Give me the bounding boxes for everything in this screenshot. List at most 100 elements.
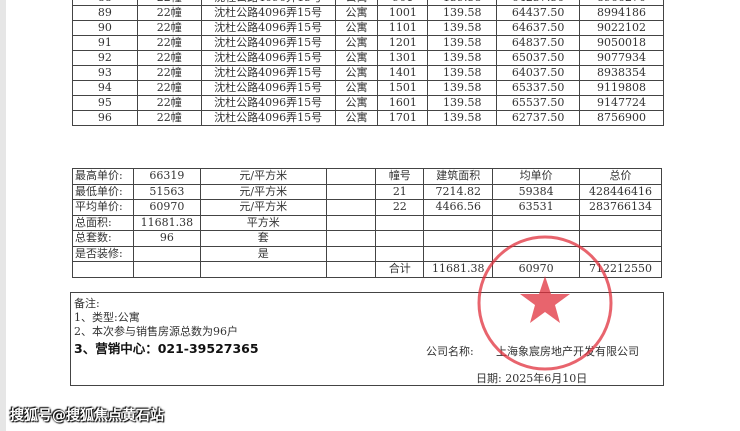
cell: 是: [199, 245, 327, 262]
cell: 22幢: [136, 95, 202, 111]
cell: 9147724: [579, 95, 664, 111]
cell: [199, 261, 327, 278]
cell: 22幢: [136, 50, 202, 66]
units-table: 8822幢沈杜公路4096弄15号公寓901139.5864237.508966…: [72, 0, 664, 126]
cell: 64637.50: [496, 20, 581, 36]
cell: 9050018: [579, 35, 664, 51]
cell: 90: [72, 20, 138, 36]
summary-table: 最高单价: 66319 元/平方米 幢号 建筑面积 均单价 总价 最低单价: 51563 元/平方…: [72, 168, 662, 278]
cell: 64437.50: [496, 5, 581, 21]
cell: 139.58: [427, 35, 498, 51]
cell: 22幢: [136, 110, 202, 126]
cell: 22幢: [136, 5, 202, 21]
cell: 64837.50: [496, 35, 581, 51]
cell: 89: [72, 5, 138, 21]
cell: [325, 214, 377, 231]
cell: 元/平方米: [199, 183, 327, 200]
cell: 公寓: [334, 20, 379, 36]
table-row: 93 22幢 沈杜公路4096弄15号 公寓 1401 139.58 64037.50 893…: [72, 65, 664, 81]
cell: 22幢: [136, 20, 202, 36]
table-row: 91 22幢 沈杜公路4096弄15号 公寓 1201 139.58 64837.50 905…: [72, 35, 664, 51]
cell: 1701: [377, 110, 429, 126]
watermark: 搜狐号@搜狐焦点黄石站: [10, 408, 164, 424]
cell: 51563: [132, 183, 201, 200]
page-edge: [0, 0, 6, 431]
cell: 沈杜公路4096弄15号: [200, 5, 336, 21]
cell: 沈杜公路4096弄15号: [200, 65, 336, 81]
cell: 公寓: [334, 110, 379, 126]
table-row: 94 22幢 沈杜公路4096弄15号 公寓 1501 139.58 65337.50 911…: [72, 80, 664, 96]
cell: [325, 168, 377, 185]
cell: 公寓: [334, 35, 379, 51]
cell: 283766134: [579, 199, 662, 216]
cell: 是否装修:: [72, 245, 134, 262]
cell: 均单价: [492, 168, 580, 185]
cell: 62737.50: [496, 110, 581, 126]
cell: 1001: [377, 5, 429, 21]
cell: 平均单价:: [72, 199, 134, 216]
cell: 64037.50: [496, 65, 581, 81]
cell: 9022102: [579, 20, 664, 36]
summary-row: 合计 11681.38 60970 712212550: [72, 261, 662, 278]
cell: 59384: [492, 183, 580, 200]
summary-row: 最高单价: 66319 元/平方米 幢号 建筑面积 均单价 总价: [72, 168, 662, 185]
cell: 沈杜公路4096弄15号: [200, 20, 336, 36]
cell: 沈杜公路4096弄15号: [200, 35, 336, 51]
cell: 1201: [377, 35, 429, 51]
cell: 沈杜公路4096弄15号: [200, 110, 336, 126]
company-label: 公司名称:: [426, 345, 474, 358]
cell: 1501: [377, 80, 429, 96]
cell: 8756900: [579, 110, 664, 126]
table-row: 90 22幢 沈杜公路4096弄15号 公寓 1101 139.58 64637.50 902…: [72, 20, 664, 36]
cell: [375, 230, 425, 247]
table-row: 92 22幢 沈杜公路4096弄15号 公寓 1301 139.58 65037.50 907…: [72, 50, 664, 66]
cell: [325, 230, 377, 247]
cell: [375, 214, 425, 231]
cell: 11681.38: [132, 214, 201, 231]
cell: 60970: [132, 199, 201, 216]
cell: 公寓: [334, 80, 379, 96]
cell: 公寓: [334, 50, 379, 66]
cell: 93: [72, 65, 138, 81]
cell: [132, 245, 201, 262]
cell: 最低单价:: [72, 183, 134, 200]
cell: 沈杜公路4096弄15号: [200, 50, 336, 66]
cell: 66319: [132, 168, 201, 185]
cell: 8938354: [579, 65, 664, 81]
cell: [132, 261, 201, 278]
company-name: 上海象宸房地产开发有限公司: [496, 345, 639, 358]
cell: 平方米: [199, 214, 327, 231]
cell: 96: [72, 110, 138, 126]
cell: 1101: [377, 20, 429, 36]
cell: 139.58: [427, 20, 498, 36]
cell: 合计: [375, 261, 425, 278]
cell: 11681.38: [423, 261, 494, 278]
cell: 建筑面积: [423, 168, 494, 185]
cell: 1601: [377, 95, 429, 111]
cell: 91: [72, 35, 138, 51]
cell: 9077934: [579, 50, 664, 66]
cell: 公寓: [334, 5, 379, 21]
cell: 65537.50: [496, 95, 581, 111]
notes-box: 备注: 1、类型:公寓 2、本次参与销售房源总数为96户 3、营销中心：021-…: [70, 292, 664, 386]
cell: 22幢: [136, 80, 202, 96]
table-row: 96 22幢 沈杜公路4096弄15号 公寓 1701 139.58 62737.50 875…: [72, 110, 664, 126]
cell: 139.58: [427, 65, 498, 81]
cell: 沈杜公路4096弄15号: [200, 95, 336, 111]
cell: 幢号: [375, 168, 425, 185]
cell: [325, 245, 377, 262]
cell: 7214.82: [423, 183, 494, 200]
table-row: 95 22幢 沈杜公路4096弄15号 公寓 1601 139.58 65537.50 914…: [72, 95, 664, 111]
notes-title: 备注:: [74, 297, 100, 310]
company-seal: [477, 235, 613, 371]
cell: [325, 183, 377, 200]
table-row: 89 22幢 沈杜公路4096弄15号 公寓 1001 139.58 64437.50 899…: [72, 5, 664, 21]
cell: 元/平方米: [199, 168, 327, 185]
cell: 总价: [579, 168, 662, 185]
cell: 63531: [492, 199, 580, 216]
summary-row: 最低单价: 51563 元/平方米 21 7214.82 59384 428446416: [72, 183, 662, 200]
cell: 22: [375, 199, 425, 216]
table-row: 8822幢沈杜公路4096弄15号公寓901139.5864237.508966…: [72, 0, 664, 6]
summary-row: 总套数: 96 套: [72, 230, 662, 247]
note-type: 1、类型:公寓: [74, 311, 140, 324]
